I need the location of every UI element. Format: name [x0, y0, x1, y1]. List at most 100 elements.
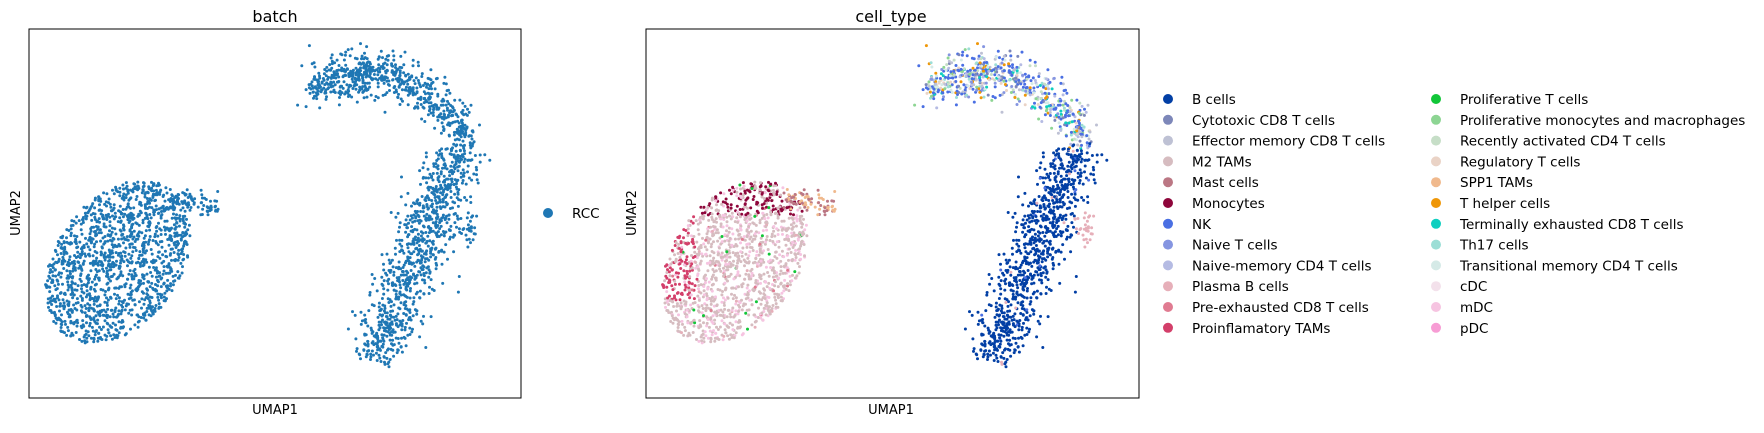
cell-type-point: [694, 219, 698, 223]
cell-type-point: [938, 77, 942, 80]
batch-point: [465, 216, 469, 220]
batch-point: [177, 202, 181, 206]
batch-point: [468, 151, 472, 155]
batch-point: [420, 117, 424, 121]
batch-point: [395, 323, 398, 327]
cell-type-point: [1076, 143, 1080, 147]
batch-point: [60, 242, 64, 246]
cell-type-point: [745, 293, 749, 297]
batch-point: [65, 269, 69, 273]
batch-point: [332, 80, 336, 84]
batch-point: [92, 340, 96, 344]
batch-point: [408, 77, 412, 81]
batch-point: [104, 225, 108, 229]
batch-point: [382, 339, 386, 343]
cell-type-point: [747, 289, 751, 293]
batch-point: [105, 296, 108, 300]
cell-type-point: [747, 275, 751, 278]
cell-type-point: [1009, 58, 1013, 62]
batch-point: [385, 54, 389, 58]
batch-point: [410, 242, 414, 246]
cell-type-point: [697, 287, 700, 291]
cell-type-point: [778, 205, 782, 209]
cell-type-point: [792, 201, 796, 205]
batch-point: [434, 267, 438, 271]
cell-type-point: [675, 302, 679, 306]
cell-type-point: [667, 303, 671, 306]
cell-type-point: [1005, 89, 1008, 92]
cell-type-point: [691, 331, 695, 334]
batch-point: [172, 199, 176, 203]
batch-point: [67, 276, 70, 280]
batch-point: [422, 101, 426, 105]
batch-point: [75, 318, 79, 322]
batch-point: [411, 64, 415, 68]
batch-point: [60, 271, 63, 275]
batch-point: [370, 273, 374, 276]
batch-point: [80, 326, 84, 330]
cell-type-point: [783, 271, 787, 275]
batch-point: [418, 261, 422, 265]
batch-point: [351, 87, 355, 90]
batch-point: [385, 69, 389, 73]
batch-point: [87, 238, 91, 242]
cell-type-point: [673, 296, 676, 300]
batch-point: [128, 234, 132, 238]
batch-point: [65, 333, 69, 337]
batch-point: [67, 285, 71, 289]
cell-type-point: [1018, 99, 1021, 103]
cell-type-point: [773, 284, 777, 288]
cell-type-point: [720, 293, 724, 297]
cell-type-point: [765, 235, 769, 238]
batch-point: [86, 211, 90, 215]
batch-point: [456, 169, 460, 173]
batch-point: [167, 243, 171, 247]
cell-type-point: [958, 86, 962, 90]
batch-point: [381, 345, 385, 349]
batch-point: [143, 311, 147, 315]
batch-point: [97, 195, 101, 199]
batch-point: [95, 304, 99, 308]
cell-type-point: [725, 202, 729, 206]
cell-type-point: [684, 285, 688, 289]
cell-type-point: [787, 258, 790, 262]
batch-point: [164, 284, 168, 288]
batch-point: [106, 307, 110, 311]
batch-point: [362, 348, 366, 352]
batch-point: [76, 321, 80, 325]
batch-point: [424, 241, 428, 245]
batch-point: [383, 110, 387, 114]
cell-type-point: [737, 237, 741, 241]
cell-type-point: [782, 191, 786, 195]
batch-point: [47, 305, 50, 309]
batch-point: [150, 309, 154, 313]
batch-point: [127, 311, 131, 315]
cell-type-point: [1002, 76, 1006, 80]
batch-point: [155, 184, 159, 188]
batch-point: [451, 200, 455, 204]
cell-type-point: [722, 269, 726, 273]
batch-point: [414, 105, 417, 109]
cell-type-point: [761, 318, 765, 322]
cell-type-point: [718, 264, 721, 268]
cell-type-point: [671, 288, 675, 292]
batch-point: [446, 183, 450, 186]
cell-type-point: [668, 274, 672, 278]
batch-point: [190, 197, 194, 201]
batch-point: [115, 277, 119, 281]
cell-type-point: [1042, 85, 1045, 89]
cell-type-point: [735, 216, 739, 220]
batch-point: [341, 75, 345, 79]
batch-point: [121, 194, 125, 198]
batch-point: [97, 269, 101, 273]
batch-point: [122, 187, 125, 191]
batch-point: [404, 304, 408, 308]
cell-type-point: [755, 264, 759, 268]
batch-point: [111, 214, 114, 218]
batch-point: [59, 329, 63, 333]
batch-point: [318, 106, 322, 110]
cell-type-point: [732, 277, 736, 281]
batch-point: [60, 247, 64, 250]
cell-type-point: [1002, 54, 1006, 58]
batch-point: [437, 153, 441, 157]
